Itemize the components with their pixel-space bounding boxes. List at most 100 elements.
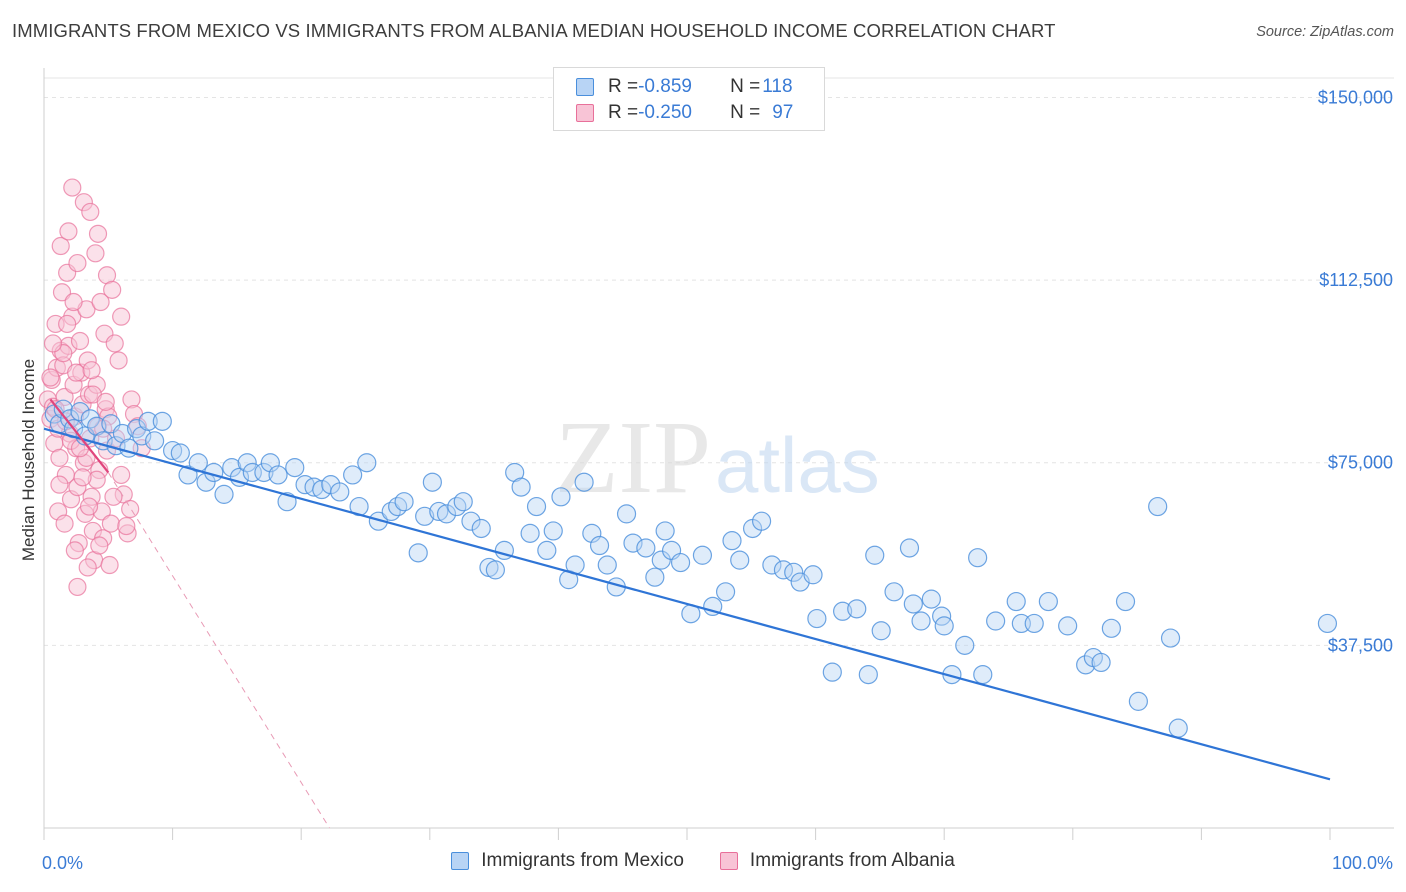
albania-trend-line [49, 398, 110, 474]
mexico-point [833, 601, 853, 621]
mexico-point [582, 523, 602, 543]
albania-point [63, 178, 82, 197]
mexico-point [1148, 496, 1168, 517]
mexico-point [597, 555, 617, 575]
albania-point [50, 448, 69, 467]
mexico-point [899, 538, 920, 558]
albania-point [73, 468, 92, 487]
albania-point [43, 334, 63, 353]
mexico-point [152, 411, 172, 431]
albania-point [68, 577, 87, 597]
mexico-point [357, 453, 377, 473]
mexico-point [485, 560, 505, 580]
albania-point [65, 541, 84, 560]
mexico-point [645, 567, 665, 587]
albania-point [70, 331, 90, 351]
x-tick-label: 100.0% [1332, 853, 1393, 873]
mexico-point [471, 518, 491, 539]
legend-row-mexico: R = -0.859 N = 118 [576, 74, 793, 100]
albania-point [105, 334, 124, 353]
mexico-swatch [576, 78, 594, 96]
mexico-point [304, 477, 324, 497]
mexico-point [822, 662, 842, 682]
albania-point [79, 497, 99, 516]
mexico-point [1101, 618, 1121, 638]
mexico-point [762, 555, 782, 575]
chart-title: IMMIGRANTS FROM MEXICO VS IMMIGRANTS FRO… [12, 20, 1056, 41]
legend-item-albania[interactable]: Immigrants from Albania [719, 850, 955, 872]
mexico-point [1076, 655, 1096, 675]
albania-point [78, 558, 97, 577]
mexico-point [934, 616, 954, 636]
legend-row-albania: R = -0.250 N = 97 [576, 100, 793, 126]
legend-n-value: 118 [762, 76, 793, 97]
mexico-point [651, 550, 671, 570]
albania-point [51, 236, 70, 256]
legend-r-label: R = [608, 76, 639, 97]
albania-point [109, 351, 128, 370]
mexico-point [730, 550, 750, 570]
mexico-point [511, 477, 531, 497]
mexico-point [973, 664, 993, 685]
albania-point [58, 314, 77, 334]
trend-lines [43, 398, 1331, 829]
mexico-point [921, 589, 941, 609]
stats-legend: R = -0.859 N = 118 R = -0.250 N = 97 [553, 67, 825, 131]
mexico-point [1128, 691, 1148, 711]
x-tick-label: 0.0% [42, 853, 83, 873]
albania-point [112, 465, 131, 485]
albania-point [104, 487, 123, 506]
mexico-point [526, 496, 547, 517]
legend-item-mexico[interactable]: Immigrants from Mexico [451, 850, 684, 872]
albania-point [64, 292, 83, 312]
albania-point [117, 516, 136, 536]
albania-point [88, 224, 108, 243]
mexico-point [751, 511, 772, 531]
mexico-point [865, 545, 885, 565]
mexico-point [429, 501, 449, 522]
mexico-point [242, 462, 262, 483]
albania-point [67, 363, 86, 382]
albania-point [100, 555, 119, 575]
y-tick-label: $37,500 [1328, 635, 1393, 655]
watermark-atlas: atlas [715, 421, 880, 509]
legend-r-label: R = [608, 102, 639, 123]
albania-swatch [576, 104, 594, 122]
watermark-zip: ZIP [555, 400, 711, 515]
legend-label-mexico: Immigrants from Mexico [481, 850, 684, 871]
mexico-point [254, 462, 274, 483]
mexico-point [60, 409, 80, 429]
mexico-point [170, 443, 190, 463]
mexico-point [655, 521, 675, 541]
mexico-point [784, 562, 804, 582]
y-tick-label: $150,000 [1318, 87, 1393, 107]
albania-point [59, 222, 78, 241]
mexico-point [453, 492, 473, 512]
watermark: ZIP atlas [555, 400, 880, 515]
mexico-point [408, 543, 428, 563]
mexico-point [703, 596, 723, 617]
mexico-point [1038, 591, 1058, 612]
mexico-point [803, 565, 823, 585]
albania-point [112, 307, 131, 326]
albania-point [91, 292, 110, 312]
mexico-point [268, 465, 288, 485]
mexico-point [237, 453, 257, 473]
mexico-point [1317, 613, 1338, 634]
mexico-point [986, 611, 1006, 631]
mexico-point [222, 458, 242, 478]
albania-swatch [719, 852, 738, 870]
legend-n-label: N = [730, 76, 761, 97]
mexico-point [461, 511, 481, 531]
series-legend: Immigrants from Mexico Immigrants from A… [0, 850, 1406, 872]
mexico-point [422, 472, 442, 492]
mexico-point [80, 409, 100, 429]
mexico-point [692, 545, 713, 565]
source-label: Source: ZipAtlas.com [1256, 24, 1394, 40]
albania-point [55, 514, 74, 533]
mexico-point [911, 611, 931, 631]
mexico-point [415, 506, 435, 526]
mexico-point [1091, 652, 1111, 673]
albania-point [50, 475, 69, 494]
mexico-point [1024, 613, 1044, 634]
